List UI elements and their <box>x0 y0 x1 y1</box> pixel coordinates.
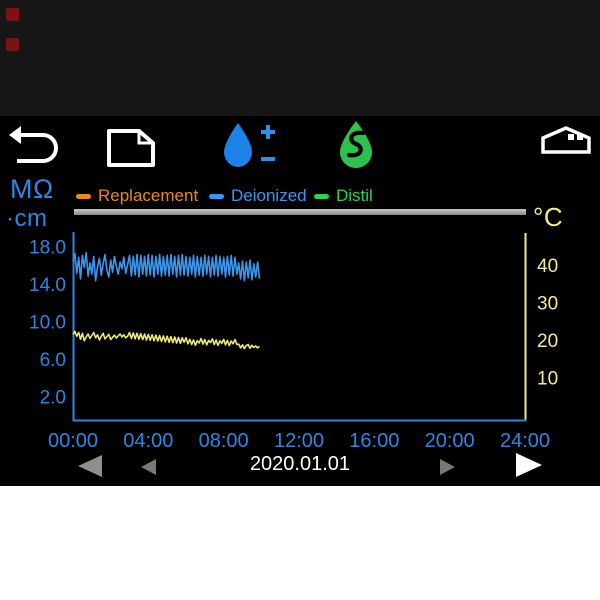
y-axis-left-tick-label: 18.0 <box>29 238 66 259</box>
legend-swatch-distil <box>314 193 329 199</box>
legend-swatch-replacement <box>76 193 91 199</box>
y-axis-left-tick-label: 6.0 <box>40 350 66 371</box>
y-axis-right-tick-label: 40 <box>537 256 558 277</box>
distil-droplet-icon <box>340 121 372 168</box>
legend-item-replacement: Replacement <box>76 186 198 206</box>
home-icon <box>541 126 591 154</box>
next-day-button[interactable] <box>516 453 542 477</box>
y-axis-left-tick-label: 2.0 <box>40 388 66 409</box>
x-axis-tick-label: 16:00 <box>349 430 399 452</box>
x-axis-tick-label: 00:00 <box>48 430 98 452</box>
page-icon <box>107 129 155 167</box>
x-axis-tick-label: 08:00 <box>199 430 249 452</box>
next-step-button[interactable] <box>440 459 455 475</box>
x-axis-tick-label: 04:00 <box>123 430 173 452</box>
legend-divider-bar <box>74 209 526 215</box>
device-screen: MΩ ·cm °C Replacement Deionized Distil 1… <box>0 116 600 486</box>
legend-item-deionized: Deionized <box>209 186 307 206</box>
y-axis-right-tick-label: 30 <box>537 294 558 315</box>
x-axis-tick-label: 24:00 <box>500 430 550 452</box>
legend-swatch-deionized <box>209 193 224 199</box>
legend-label-deionized: Deionized <box>231 186 307 205</box>
legend-label-distil: Distil <box>336 186 373 205</box>
series-line-temperature <box>72 330 260 350</box>
prev-day-button[interactable] <box>78 455 102 477</box>
y-axis-right-tick-label: 10 <box>537 369 558 390</box>
top-bezel <box>0 0 600 116</box>
x-axis-tick-label: 12:00 <box>274 430 324 452</box>
home-button[interactable] <box>541 126 591 154</box>
legend: Replacement Deionized Distil <box>0 186 600 206</box>
back-icon <box>9 126 58 163</box>
date-label: 2020.01.01 <box>249 453 351 475</box>
status-indicator-red-1 <box>6 8 19 21</box>
left-axis-unit-primary: MΩ <box>10 174 54 204</box>
y-axis-left-tick-label: 14.0 <box>29 275 66 296</box>
legend-item-distil: Distil <box>314 186 373 206</box>
y-axis-left-tick-label: 10.0 <box>29 313 66 334</box>
distil-button[interactable] <box>337 120 375 170</box>
page-button[interactable] <box>106 128 156 168</box>
left-axis-unit-secondary: ·cm <box>6 205 48 232</box>
water-plus-minus-icon <box>224 123 275 167</box>
back-button[interactable] <box>8 124 60 168</box>
y-axis-right-tick-label: 20 <box>537 331 558 352</box>
x-axis-tick-label: 20:00 <box>425 430 475 452</box>
status-indicator-red-2 <box>6 38 19 51</box>
prev-step-button[interactable] <box>141 459 156 475</box>
right-axis-unit: °C <box>533 202 564 232</box>
chart: 18.0 14.0 10.0 6.0 2.0 40 30 20 10 00:00 04:00 08:0… <box>29 232 558 452</box>
legend-label-replacement: Replacement <box>98 186 199 205</box>
series-line-deionized <box>72 251 261 282</box>
water-adjust-button[interactable] <box>222 122 278 170</box>
